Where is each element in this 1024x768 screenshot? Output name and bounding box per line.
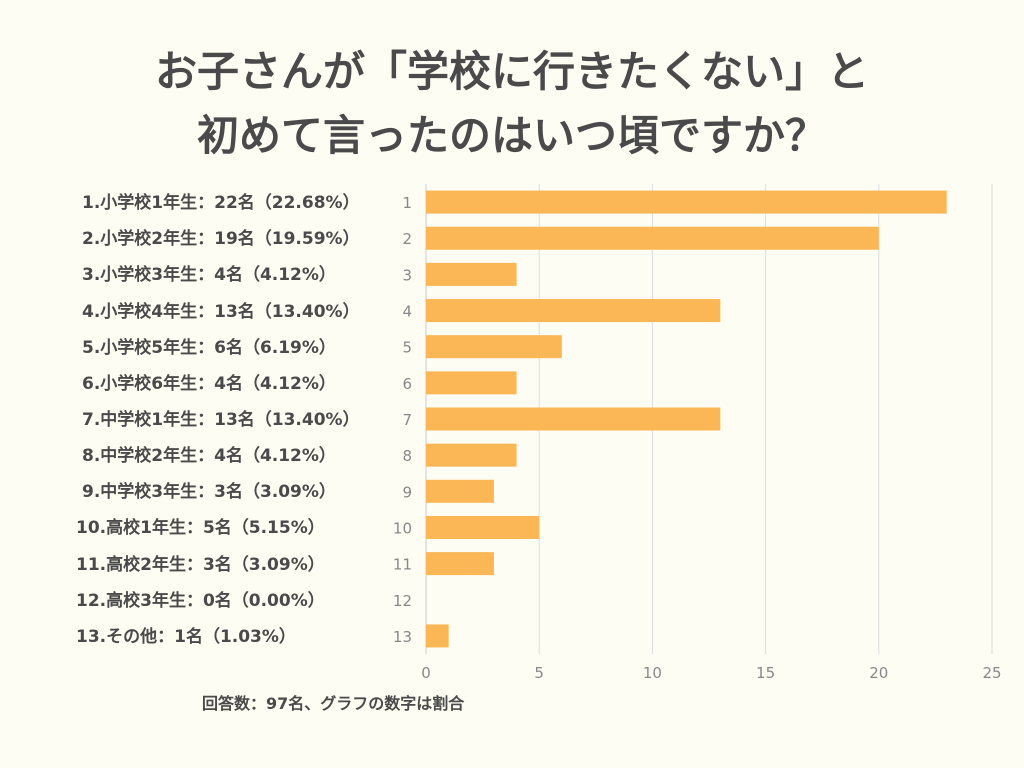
category-label: 7.中学校1年生：13名（13.40%）: [82, 410, 360, 430]
y-tick-label: 8: [402, 447, 412, 465]
category-label: 9.中学校3年生：3名（3.09%）: [82, 482, 336, 503]
footnote: 回答数：97名、グラフの数字は割合: [202, 694, 465, 713]
x-tick-label: 15: [756, 664, 775, 682]
category-label: 2.小学校2年生：19名（19.59%）: [82, 229, 360, 250]
category-label: 3.小学校3年生：4名（4.12%）: [82, 265, 336, 286]
bar: [426, 407, 721, 431]
x-tick-label: 25: [982, 664, 1001, 682]
category-label: 5.小学校5年生：6名（6.19%）: [82, 337, 336, 358]
category-label: 10.高校1年生：5名（5.15%）: [76, 518, 325, 539]
x-tick-label: 10: [643, 664, 662, 682]
category-label: 11.高校2年生：3名（3.09%）: [76, 554, 325, 575]
bar: [426, 371, 517, 395]
bar: [426, 299, 721, 323]
y-tick-label: 7: [402, 411, 412, 429]
chart-title-line2: 初めて言ったのはいつ頃ですか？: [196, 111, 827, 160]
category-label: 8.中学校2年生：4名（4.12%）: [82, 446, 336, 467]
y-tick-label: 12: [393, 592, 412, 610]
bar: [426, 443, 517, 467]
category-label: 1.小学校1年生：22名（22.68%）: [82, 193, 360, 214]
y-tick-label: 5: [402, 339, 412, 357]
y-tick-label: 13: [393, 628, 412, 646]
x-tick-label: 20: [869, 664, 888, 682]
x-tick-label: 5: [534, 664, 544, 682]
y-tick-label: 4: [402, 303, 412, 321]
chart-title-line1: お子さんが「学校に行きたくない」と: [154, 47, 869, 96]
bar: [426, 262, 517, 286]
y-tick-label: 9: [402, 483, 412, 501]
y-tick-label: 6: [402, 375, 412, 393]
x-tick-label: 0: [421, 664, 431, 682]
y-tick-label: 1: [402, 194, 412, 212]
bar: [426, 226, 879, 250]
category-label: 13.その他：1名（1.03%）: [76, 626, 296, 647]
bar: [426, 552, 494, 576]
bar: [426, 335, 562, 359]
y-tick-label: 2: [402, 230, 412, 248]
bar: [426, 624, 449, 648]
y-tick-label: 3: [402, 266, 412, 284]
category-label: 12.高校3年生：0名（0.00%）: [76, 590, 325, 611]
category-label: 6.小学校6年生：4名（4.12%）: [82, 373, 336, 394]
y-tick-label: 10: [393, 519, 412, 537]
bar: [426, 515, 540, 539]
bar: [426, 190, 947, 214]
bar: [426, 479, 494, 503]
category-label: 4.小学校4年生：13名（13.40%）: [82, 301, 360, 322]
y-tick-label: 11: [393, 556, 412, 574]
